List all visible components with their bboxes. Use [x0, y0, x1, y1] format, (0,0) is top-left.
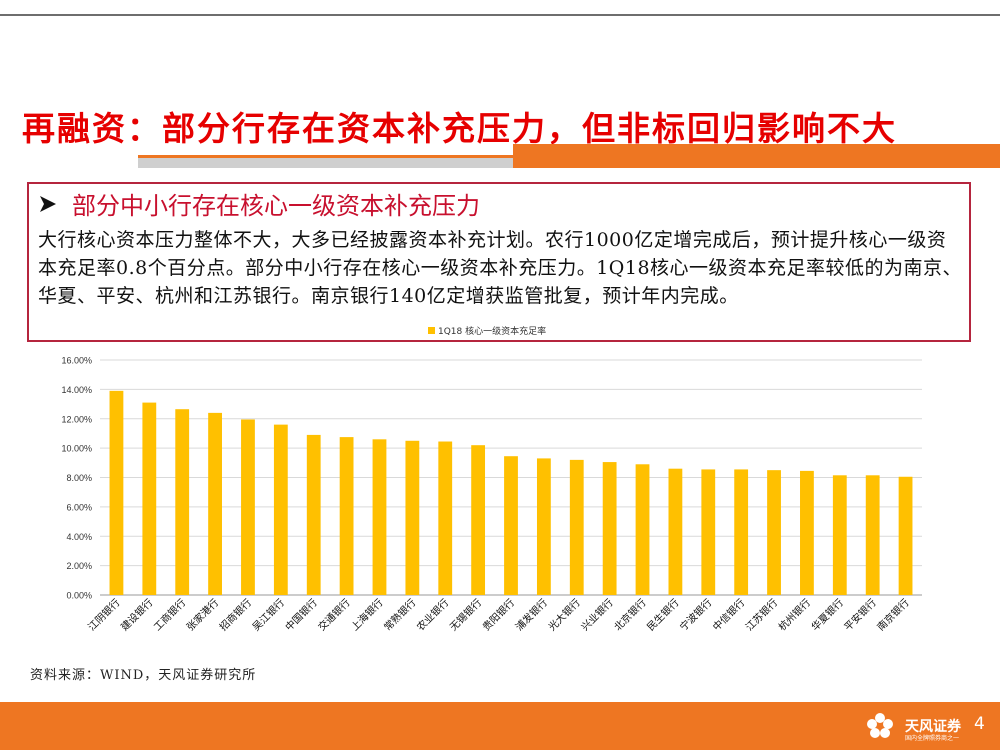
bar — [832, 475, 847, 595]
legend-label: 1Q18 核心一级资本充足率 — [438, 325, 546, 337]
bar — [800, 470, 814, 595]
y-tick-label: 6.00% — [66, 502, 92, 512]
x-tick-label: 南京银行 — [874, 596, 911, 633]
x-tick-label: 招商银行 — [217, 596, 254, 633]
bar — [438, 441, 453, 595]
x-tick-label: 工商银行 — [151, 596, 188, 633]
x-tick-label: 上海银行 — [348, 596, 385, 633]
x-tick-label: 北京银行 — [611, 596, 648, 633]
x-tick-label: 宁波银行 — [677, 596, 714, 633]
bar — [569, 459, 584, 595]
x-tick-label: 江苏银行 — [743, 596, 780, 633]
bar — [635, 464, 650, 595]
bar — [471, 445, 486, 595]
bar — [109, 390, 124, 595]
x-tick-label: 兴业银行 — [578, 596, 615, 633]
x-tick-label: 贵阳银行 — [480, 596, 517, 633]
company-logo — [860, 706, 1000, 746]
x-tick-label: 杭州银行 — [776, 596, 813, 633]
title-underline-orange-thin — [138, 155, 513, 158]
x-tick-label: 平安银行 — [841, 596, 878, 633]
bar — [668, 468, 683, 595]
x-tick-label: 中国银行 — [282, 596, 319, 633]
bar — [339, 437, 354, 595]
y-tick-label: 8.00% — [66, 473, 92, 483]
x-tick-label: 华夏银行 — [808, 596, 845, 633]
summary-box — [27, 182, 971, 342]
x-tick-label: 吴江银行 — [249, 596, 286, 633]
slide-title: 再融资：部分行存在资本补充压力，但非标回归影响不大 — [22, 109, 897, 148]
x-tick-label: 浦发银行 — [513, 596, 550, 633]
y-tick-label: 14.00% — [61, 385, 92, 395]
y-tick-label: 0.00% — [66, 591, 92, 601]
x-tick-label: 建设银行 — [118, 596, 155, 633]
footer-bar — [0, 702, 1000, 750]
y-tick-label: 4.00% — [66, 532, 92, 542]
x-tick-label: 农业银行 — [414, 596, 451, 633]
bar — [504, 456, 518, 595]
bar — [865, 475, 880, 595]
y-tick-label: 12.00% — [61, 414, 92, 424]
x-tick-label: 常熟银行 — [381, 596, 418, 633]
bar — [898, 476, 913, 595]
bar — [734, 469, 749, 595]
legend-swatch — [428, 327, 435, 334]
bar — [536, 458, 551, 595]
bar — [306, 434, 321, 595]
logo-subtext: 国内全牌照券商之一 — [905, 735, 960, 742]
x-tick-label: 民生银行 — [644, 596, 681, 633]
x-tick-label: 江阴银行 — [85, 596, 122, 633]
bar — [767, 470, 781, 595]
bar — [208, 412, 222, 595]
bar — [175, 409, 190, 595]
y-tick-label: 2.00% — [66, 561, 92, 571]
bar — [701, 469, 716, 595]
summary-heading-text: 部分中小行存在核心一级资本补充压力 — [72, 192, 480, 220]
bar — [241, 419, 255, 595]
bar — [602, 462, 617, 595]
summary-heading: 部分中小行存在核心一级资本补充压力 — [38, 186, 480, 221]
x-tick-label: 张家港行 — [184, 596, 221, 633]
x-tick-label: 交通银行 — [315, 596, 352, 633]
bullet-arrow-icon — [38, 192, 72, 220]
summary-text: 大行核心资本压力整体不大，大多已经披露资本补充计划。农行1000亿定增完成后，预… — [38, 229, 963, 307]
source-note: 资料来源：WIND，天风证券研究所 — [30, 668, 257, 683]
x-tick-label: 无锡银行 — [447, 596, 484, 633]
x-tick-label: 中信银行 — [710, 596, 747, 633]
bar — [405, 440, 420, 595]
bar — [273, 424, 288, 595]
flower-logo-icon — [867, 713, 893, 738]
y-tick-label: 16.00% — [61, 356, 92, 366]
page-number: 4 — [974, 714, 985, 734]
title-underline-gray — [138, 158, 513, 168]
y-tick-label: 10.00% — [61, 444, 92, 454]
x-tick-label: 光大银行 — [545, 596, 582, 633]
bar-chart: 0.00% 2.00% 4.00% 6.00% 8.00% 10.00% 12.00% 14.… — [61, 325, 922, 633]
title-underline-orange — [513, 144, 1000, 168]
logo-text: 天风证券 — [905, 719, 961, 735]
bar — [142, 402, 157, 595]
top-rule — [0, 14, 1000, 16]
bar — [372, 439, 387, 595]
